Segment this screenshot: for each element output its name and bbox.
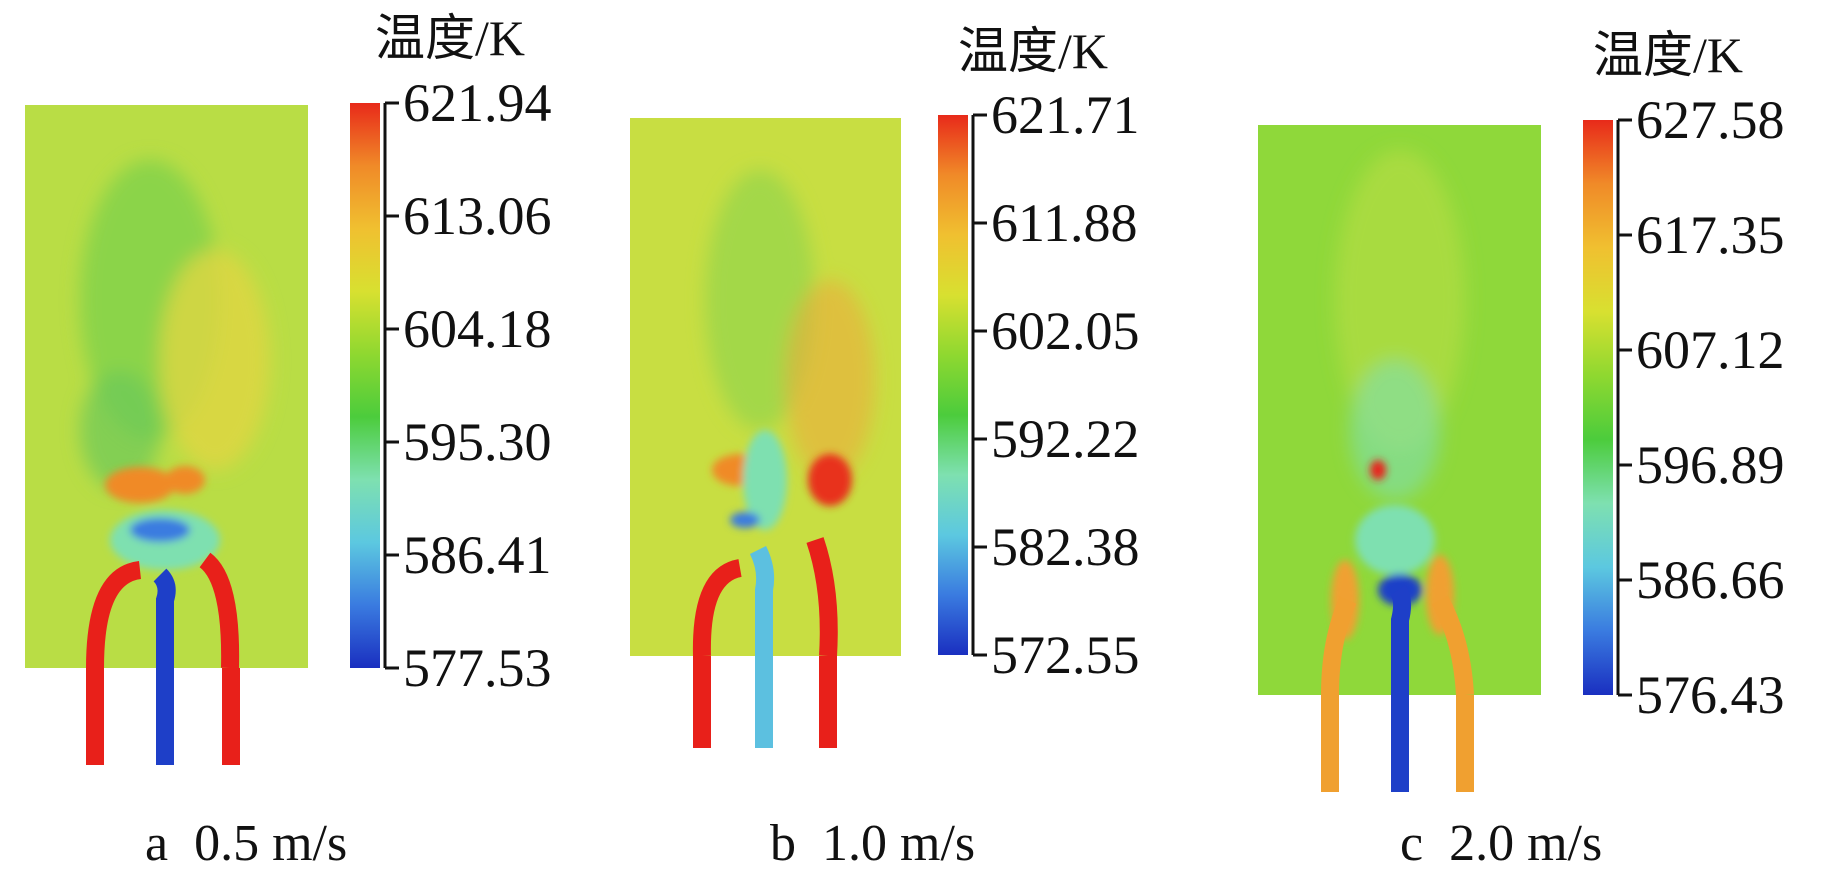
- colorbar-tick-label: 607.12: [1636, 320, 1785, 380]
- colorbar-tick-label: 604.18: [403, 299, 552, 359]
- colorbar-c: 627.58 617.35 607.12 596.89 586.66 576.43 温度/…: [1583, 27, 1785, 725]
- colorbar-tick-label: 613.06: [403, 186, 552, 246]
- colorbar-tick-label: 602.05: [991, 301, 1140, 361]
- colorbar-tick-label: 621.94: [403, 73, 552, 133]
- colorbar-tick-label: 621.71: [991, 85, 1140, 145]
- contour-field-c: [1258, 125, 1541, 696]
- caption-b: b 1.0 m/s: [770, 815, 975, 869]
- colorbar-tick-label: 627.58: [1636, 90, 1785, 150]
- colorbar-tick-label: 595.30: [403, 412, 552, 472]
- panel-a: 621.94 613.06 604.18 595.30 586.41 577.53 温度/…: [25, 10, 552, 869]
- caption-a: a 0.5 m/s: [145, 815, 347, 869]
- panel-c: 627.58 617.35 607.12 596.89 586.66 576.43 温度/…: [1258, 27, 1785, 869]
- colorbar-tick-label: 582.38: [991, 517, 1140, 577]
- inlet-pipe: [693, 656, 711, 748]
- inlet-pipe: [755, 656, 773, 748]
- inlet-pipe: [156, 668, 174, 765]
- colorbar-a: 621.94 613.06 604.18 595.30 586.41 577.53 温度/…: [350, 10, 552, 698]
- colorbar-tick-label: 592.22: [991, 409, 1140, 469]
- colorbar-tick-label: 572.55: [991, 625, 1140, 685]
- inlet-pipes-b: [693, 656, 837, 748]
- colorbar-tick-label: 577.53: [403, 638, 552, 698]
- inlet-pipes-a: [86, 668, 240, 765]
- inlet-pipe: [86, 668, 104, 765]
- inlet-pipe: [819, 656, 837, 748]
- inlet-pipe: [222, 668, 240, 765]
- colorbar-tick-label: 611.88: [991, 193, 1138, 253]
- colorbar-tick-label: 586.66: [1636, 550, 1785, 610]
- panel-b: 621.71 611.88 602.05 592.22 582.38 572.55 温度/…: [630, 23, 1140, 869]
- inlet-pipe: [1391, 695, 1409, 792]
- colorbar-tick-label: 586.41: [403, 525, 552, 585]
- colorbar-tick-label: 617.35: [1636, 205, 1785, 265]
- inlet-pipes-c: [1321, 695, 1474, 792]
- inlet-pipe: [1321, 695, 1339, 792]
- colorbar-title-a: 温度/K: [375, 10, 525, 66]
- contour-field-a: [25, 105, 308, 669]
- colorbar-title-b: 温度/K: [958, 23, 1108, 79]
- inlet-pipe: [1456, 695, 1474, 792]
- caption-c: c 2.0 m/s: [1400, 815, 1602, 869]
- colorbar-title-c: 温度/K: [1593, 27, 1743, 83]
- colorbar-b: 621.71 611.88 602.05 592.22 582.38 572.55 温度/…: [938, 23, 1140, 685]
- contour-field-b: [630, 118, 901, 657]
- colorbar-tick-label: 596.89: [1636, 435, 1785, 495]
- colorbar-tick-label: 576.43: [1636, 665, 1785, 725]
